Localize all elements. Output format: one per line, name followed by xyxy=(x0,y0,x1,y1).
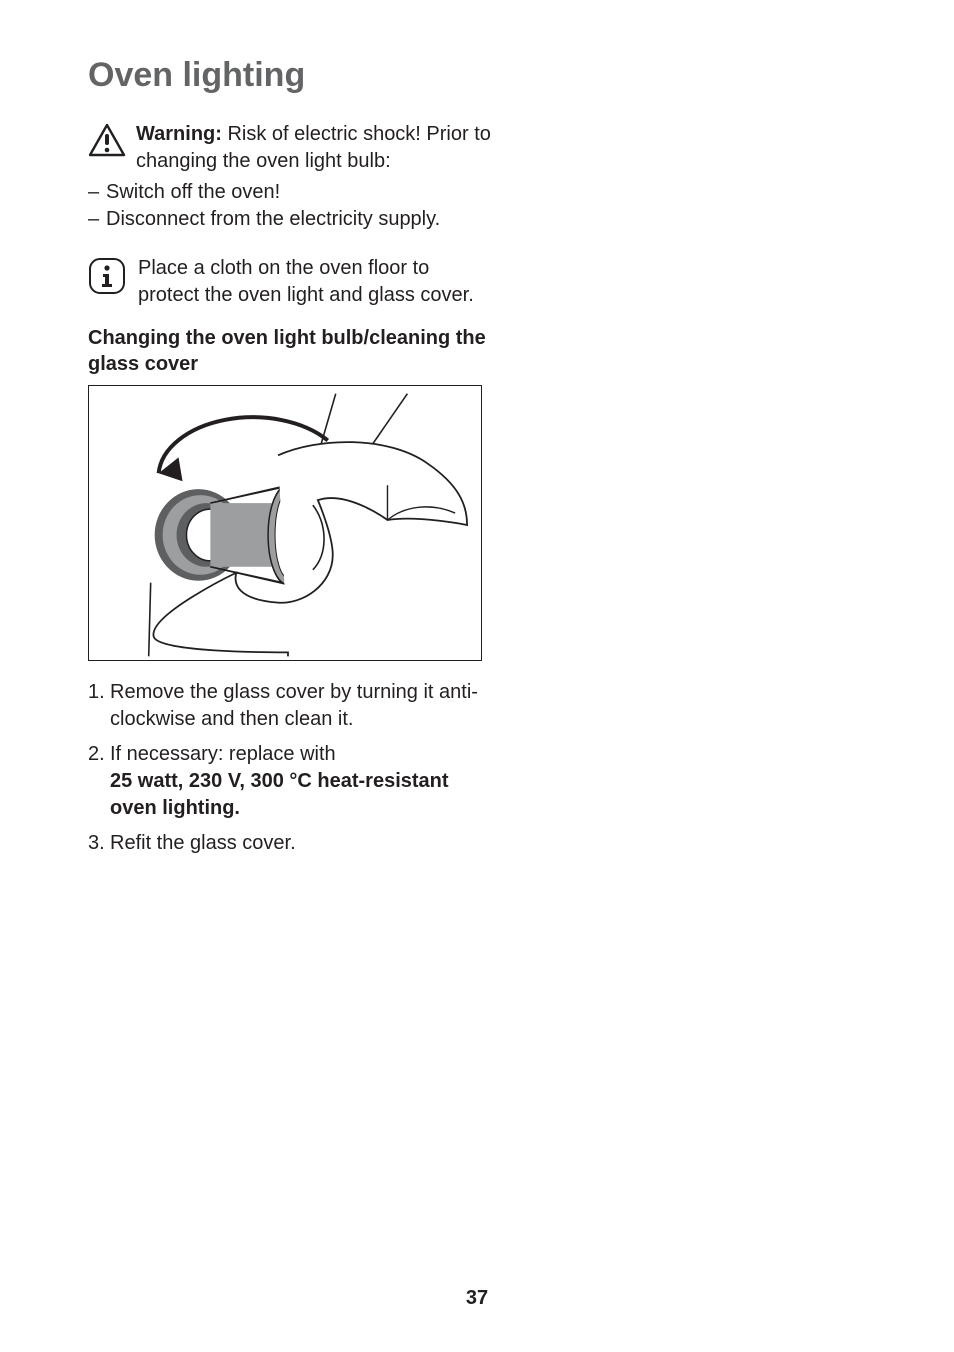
figure-bulb-removal xyxy=(88,385,482,661)
step-text: Refit the glass cover. xyxy=(110,832,296,854)
bullet-item: – Switch off the oven! xyxy=(88,179,493,206)
bullet-text: Switch off the oven! xyxy=(106,179,280,206)
warning-block: Warning: Risk of electric shock! Prior t… xyxy=(88,121,493,175)
step-item: 3. Refit the glass cover. xyxy=(88,830,493,857)
warning-label: Warning: xyxy=(136,123,222,145)
step-number: 3. xyxy=(88,830,110,857)
warning-text: Warning: Risk of electric shock! Prior t… xyxy=(136,121,493,175)
step-number: 2. xyxy=(88,741,110,822)
info-block: Place a cloth on the oven floor to prote… xyxy=(88,255,493,309)
step-item: 1. Remove the glass cover by turning it … xyxy=(88,679,493,733)
step-text: If necessary: replace with xyxy=(110,743,336,765)
step-item: 2. If necessary: replace with 25 watt, 2… xyxy=(88,741,493,822)
step-text: Remove the glass cover by turning it ant… xyxy=(110,681,478,730)
subheading: Changing the oven light bulb/cleaning th… xyxy=(88,325,493,377)
steps-list: 1. Remove the glass cover by turning it … xyxy=(88,679,493,857)
page-title: Oven lighting xyxy=(88,56,894,95)
step-number: 1. xyxy=(88,679,110,733)
bullet-text: Disconnect from the electricity supply. xyxy=(106,206,440,233)
step-bold: 25 watt, 230 V, 300 °C heat-resistant ov… xyxy=(110,770,449,819)
bullet-item: – Disconnect from the electricity supply… xyxy=(88,206,493,233)
page-number: 37 xyxy=(0,1287,954,1310)
warning-icon xyxy=(88,123,126,162)
info-icon xyxy=(88,257,126,300)
dash-icon: – xyxy=(88,206,100,233)
info-text: Place a cloth on the oven floor to prote… xyxy=(138,255,493,309)
dash-icon: – xyxy=(88,179,100,206)
